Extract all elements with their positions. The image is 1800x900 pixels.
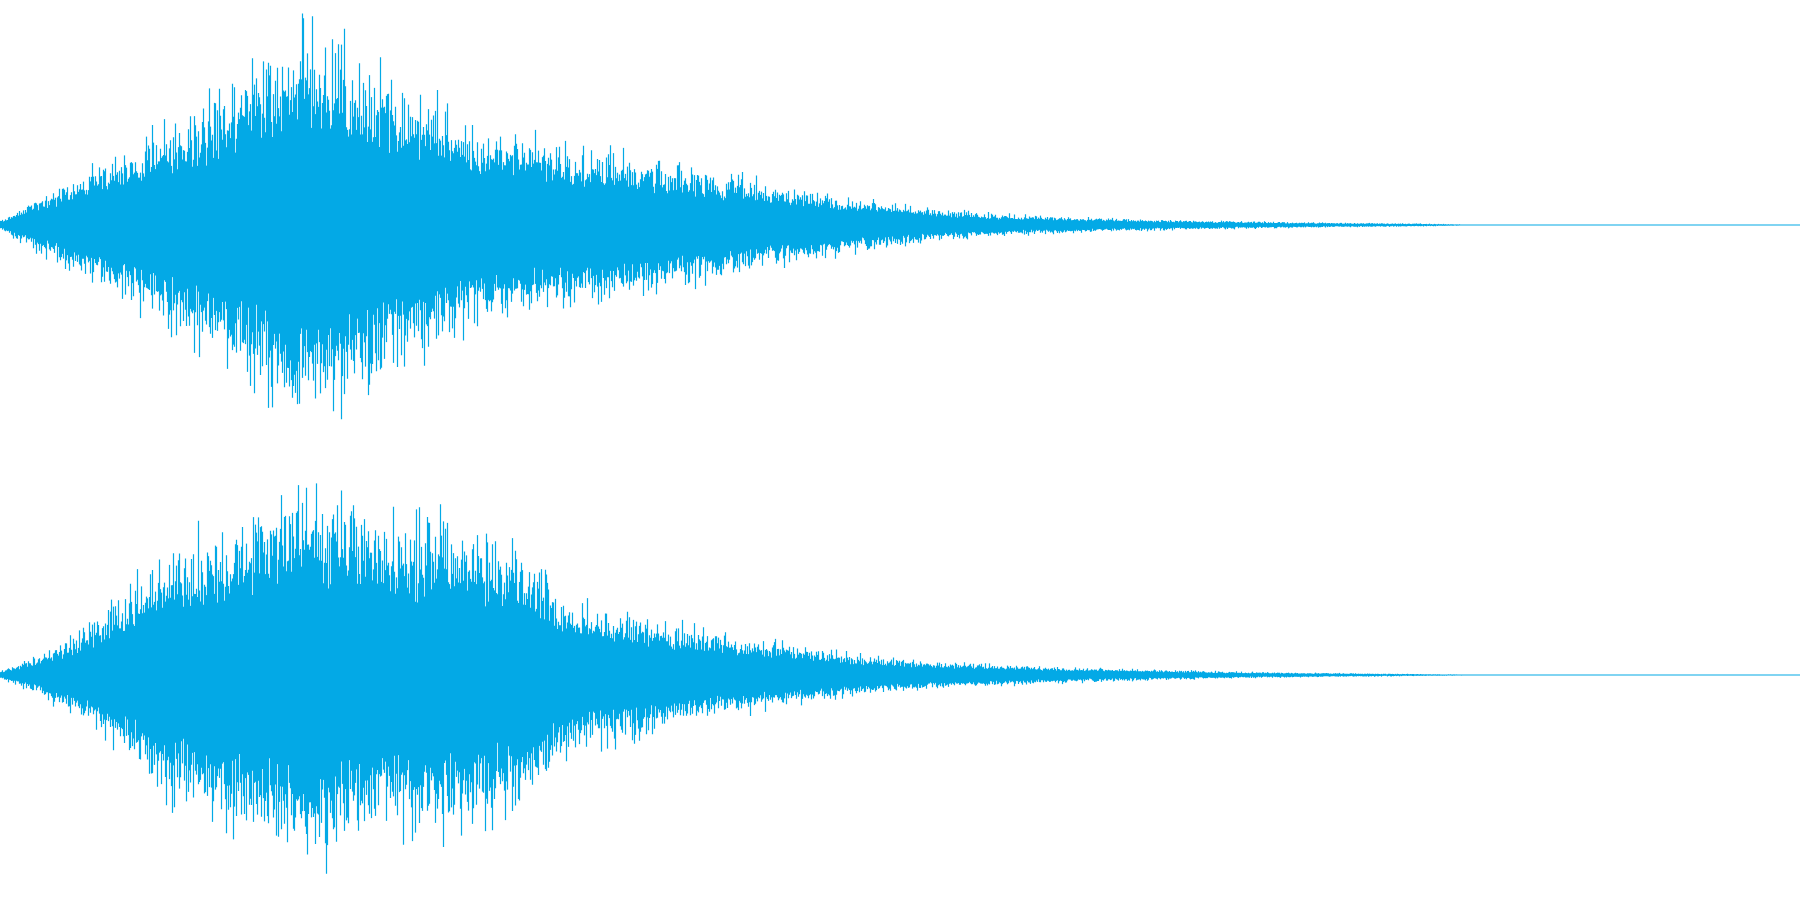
waveform-channel-2	[0, 483, 1800, 874]
waveform-channel-1	[0, 13, 1800, 420]
